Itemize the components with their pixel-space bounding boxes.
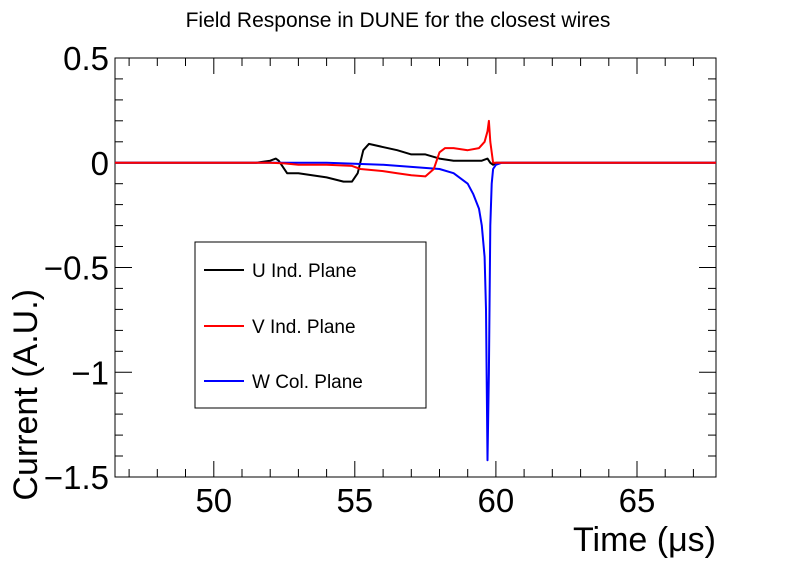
y-tick-label: 0.5 bbox=[63, 40, 109, 77]
x-tick-label: 55 bbox=[336, 482, 373, 519]
x-tick-label: 60 bbox=[478, 482, 515, 519]
y-axis-label: Current (A.U.) bbox=[7, 289, 45, 501]
legend-label-u: U Ind. Plane bbox=[252, 261, 357, 282]
axis-ticks bbox=[115, 57, 716, 478]
legend-label-w: W Col. Plane bbox=[252, 372, 363, 393]
y-tick-label: −0.5 bbox=[44, 250, 109, 287]
series-lines bbox=[115, 119, 716, 462]
chart-title: Field Response in DUNE for the closest w… bbox=[186, 9, 611, 32]
legend: U Ind. Plane V Ind. Plane W Col. Plane bbox=[194, 241, 427, 409]
x-axis-label: Time (μs) bbox=[573, 521, 716, 559]
series-line-w bbox=[115, 161, 716, 462]
legend-label-v: V Ind. Plane bbox=[252, 317, 356, 338]
x-tick-label: 50 bbox=[195, 482, 232, 519]
x-tick-label: 65 bbox=[619, 482, 656, 519]
y-tick-label: −1 bbox=[71, 354, 109, 391]
series-line-v bbox=[115, 119, 716, 178]
axis-tick-labels: 50 55 60 65 −1.5 −1 −0.5 0 0.5 bbox=[44, 40, 656, 519]
y-tick-label: 0 bbox=[91, 145, 109, 182]
y-tick-label: −1.5 bbox=[44, 459, 109, 496]
